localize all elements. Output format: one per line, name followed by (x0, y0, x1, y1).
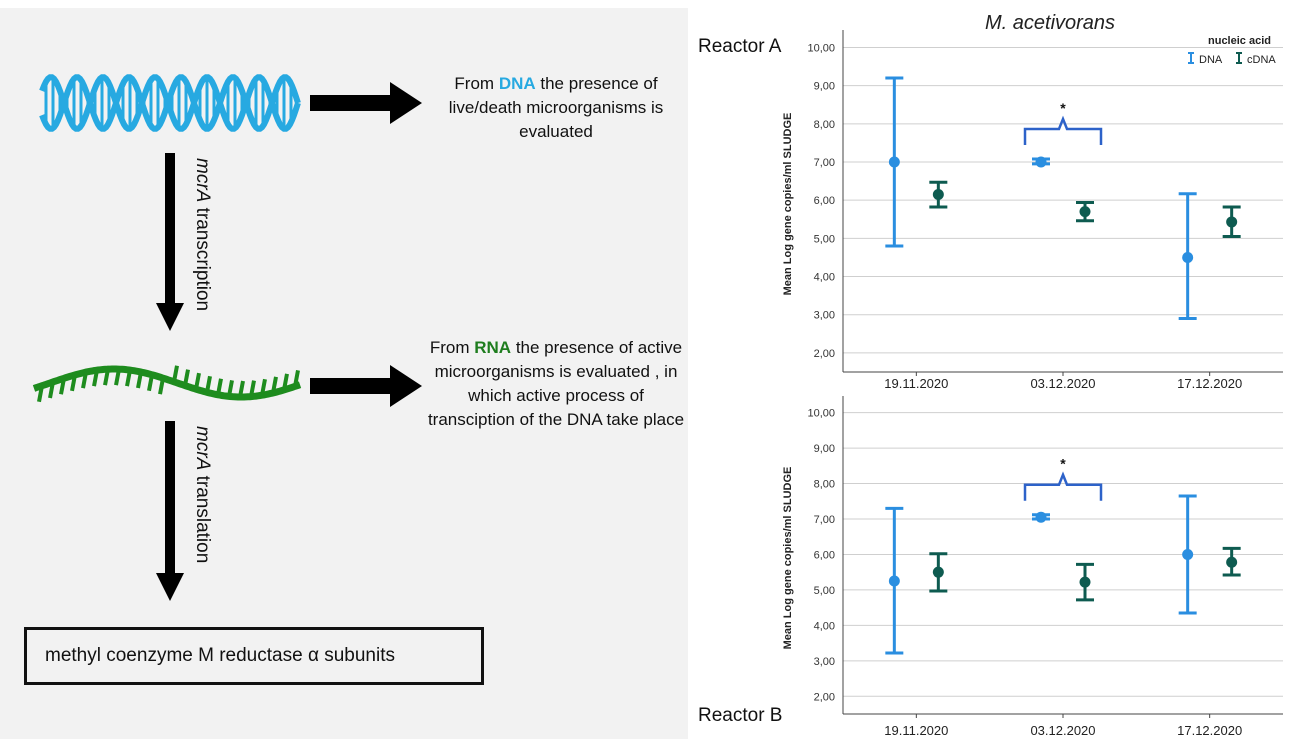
y-tick-label: 6,00 (814, 195, 835, 207)
chart-title: M. acetivorans (985, 12, 1116, 34)
reactor-b-label: Reactor B (698, 705, 783, 726)
y-tick-label: 7,00 (814, 157, 835, 169)
dna-description: From DNA the presence of live/death micr… (448, 74, 664, 141)
y-tick-label: 5,00 (814, 233, 835, 245)
x-tick-label: 17.12.2020 (1177, 723, 1242, 738)
mean-point (1079, 576, 1091, 588)
rna-arrow-icon (310, 365, 422, 407)
product-label: methyl coenzyme M reductase α subunits (45, 645, 395, 666)
x-tick-label: 19.11.2020 (884, 723, 948, 738)
mean-point (888, 156, 900, 168)
mean-point (1226, 216, 1238, 228)
rna-description: From RNA the presence of active microorg… (427, 338, 685, 429)
schematic-panel: mcrA transcription mcrA translation From… (0, 8, 688, 739)
reactor-a-label: Reactor A (698, 36, 782, 57)
y-tick-label: 4,00 (814, 620, 835, 632)
chart-reactor-b: 2,00 3,00 4,00 5,00 6,00 7,00 8,00 9,00 10,00 Mea… (782, 396, 1283, 738)
product-box: methyl coenzyme M reductase α subunits (24, 627, 484, 685)
y-tick-label: 4,00 (814, 272, 835, 284)
y-tick-label: 3,00 (814, 310, 835, 322)
y-tick-label: 8,00 (814, 479, 835, 491)
x-tick-label: 19.11.2020 (884, 376, 948, 391)
y-tick-label: 8,00 (814, 119, 835, 131)
y-tick-label: 5,00 (814, 585, 835, 597)
x-tick-label: 17.12.2020 (1177, 376, 1242, 391)
y-axis-label: Mean Log gene copies/ml SLUDGE (782, 467, 794, 650)
mean-point (1079, 206, 1091, 218)
dna-helix-icon (39, 74, 301, 132)
transcription-label: mcrA transcription (192, 158, 213, 312)
y-tick-label: 3,00 (814, 656, 835, 668)
mean-point (1226, 556, 1238, 568)
y-tick-label: 9,00 (814, 443, 835, 455)
mean-point (1182, 548, 1194, 560)
chart-reactor-a: 2,00 3,00 4,00 5,00 6,00 7,00 8,00 9,00 10,00 Mea… (782, 30, 1283, 391)
legend-label: cDNA (1247, 54, 1276, 66)
mean-point (888, 575, 900, 587)
transcription-arrow-icon (156, 153, 184, 331)
y-tick-label: 10,00 (807, 408, 835, 420)
significance-label: * (1060, 100, 1066, 116)
mean-point (932, 566, 944, 578)
translation-arrow-icon (156, 421, 184, 601)
y-tick-label: 7,00 (814, 514, 835, 526)
x-tick-label: 03.12.2020 (1030, 723, 1095, 738)
rna-strand-icon (32, 365, 302, 403)
significance-bracket (1023, 471, 1103, 501)
legend-label: DNA (1199, 54, 1223, 66)
y-tick-label: 2,00 (814, 348, 835, 360)
y-tick-label: 10,00 (807, 42, 835, 54)
mean-point (932, 188, 944, 200)
dna-arrow-icon (310, 82, 422, 124)
translation-label: mcrA translation (192, 426, 213, 564)
y-axis-label: Mean Log gene copies/ml SLUDGE (782, 113, 794, 296)
mean-point (1035, 511, 1047, 523)
legend-title: nucleic acid (1208, 35, 1271, 47)
x-tick-label: 03.12.2020 (1030, 376, 1095, 391)
y-tick-label: 6,00 (814, 549, 835, 561)
y-tick-label: 2,00 (814, 691, 835, 703)
y-tick-label: 9,00 (814, 81, 835, 93)
significance-label: * (1060, 456, 1066, 472)
significance-bracket (1023, 115, 1103, 145)
mean-point (1182, 251, 1194, 263)
mean-point (1035, 156, 1047, 168)
